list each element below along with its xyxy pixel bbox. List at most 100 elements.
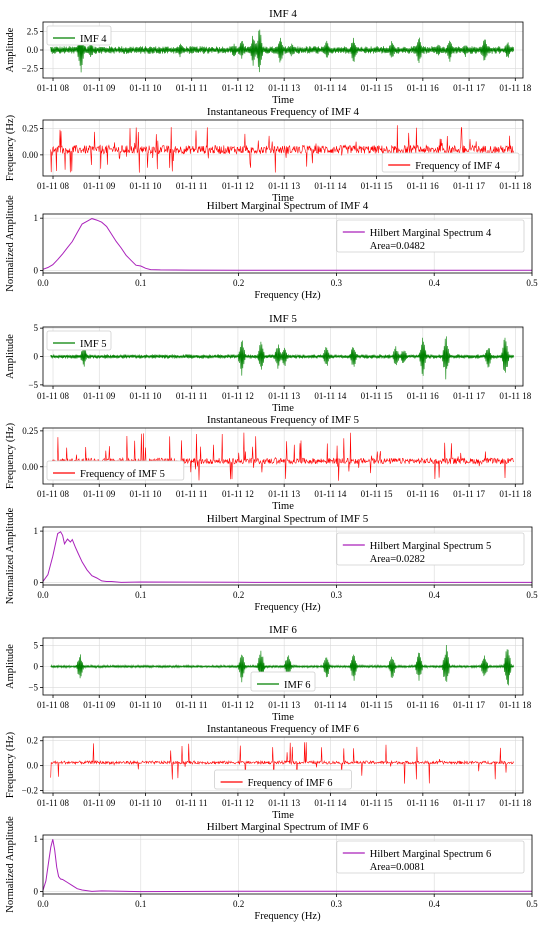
x-tick-label: 01-11 15 <box>361 489 393 499</box>
y-tick-label: 5 <box>34 641 39 651</box>
x-tick-label: 01-11 15 <box>361 700 393 710</box>
series-line <box>50 644 515 686</box>
y-tick-label: 2.5 <box>27 27 39 37</box>
x-tick-label: 0.0 <box>37 278 49 288</box>
x-tick-label: 01-11 09 <box>83 489 115 499</box>
y-tick-label: 0.0 <box>27 761 39 771</box>
y-tick-label: 0 <box>34 662 39 672</box>
x-tick-label: 01-11 14 <box>314 700 346 710</box>
series-line <box>42 839 532 893</box>
x-axis-label: Frequency (Hz) <box>254 911 321 922</box>
y-tick-label: −0.2 <box>22 786 38 796</box>
x-tick-label: 0.4 <box>429 590 441 600</box>
x-tick-label: 01-11 09 <box>83 391 115 401</box>
x-tick-label: 01-11 14 <box>314 391 346 401</box>
x-tick-label: 01-11 08 <box>37 83 69 93</box>
x-tick-label: 01-11 11 <box>176 798 208 808</box>
legend: Frequency of IMF 4 <box>381 152 520 173</box>
series-line <box>50 336 515 380</box>
legend: Frequency of IMF 5 <box>46 460 185 481</box>
series-line <box>50 742 515 784</box>
x-tick-label: 01-11 13 <box>268 489 300 499</box>
x-tick-label: 01-11 12 <box>222 391 254 401</box>
y-axis-label: Frequency (Hz) <box>5 114 16 181</box>
subplot-5: 01-11 08 01-11 09 01-11 10 01-11 11 01-11 12… <box>5 414 532 512</box>
x-tick-label: 0.5 <box>526 590 538 600</box>
x-tick-label: 01-11 15 <box>361 391 393 401</box>
series-line <box>42 218 532 271</box>
x-tick-label: 01-11 13 <box>268 700 300 710</box>
plot-frame <box>42 834 533 895</box>
y-axis-label: Amplitude <box>5 644 16 689</box>
x-tick-label: 01-11 13 <box>268 391 300 401</box>
series-line <box>42 531 532 583</box>
subplot-4: 01-11 08 01-11 09 01-11 10 01-11 11 01-11 12… <box>5 313 532 414</box>
x-tick-label: 01-11 18 <box>499 181 531 191</box>
plot-title: Hilbert Marginal Spectrum of IMF 6 <box>207 821 369 833</box>
x-tick-label: 01-11 12 <box>222 798 254 808</box>
legend-label: Hilbert Marginal Spectrum 6 <box>370 849 491 860</box>
x-tick-label: 01-11 09 <box>83 798 115 808</box>
x-tick-label: 01-11 08 <box>37 700 69 710</box>
x-tick-label: 01-11 16 <box>407 489 439 499</box>
x-tick-label: 01-11 09 <box>83 181 115 191</box>
x-tick-label: 0.2 <box>233 899 244 909</box>
legend-label: Frequency of IMF 6 <box>248 778 333 789</box>
x-tick-label: 01-11 18 <box>499 489 531 499</box>
legend-label: Hilbert Marginal Spectrum 5 <box>370 541 491 552</box>
plot-title: Hilbert Marginal Spectrum of IMF 4 <box>207 200 369 212</box>
plot-title: IMF 4 <box>269 8 297 20</box>
x-tick-label: 01-11 11 <box>176 489 208 499</box>
x-axis-label: Time <box>272 810 294 821</box>
legend-area-label: Area=0.0081 <box>370 862 425 873</box>
x-tick-label: 01-11 08 <box>37 391 69 401</box>
subplot-8: 01-11 08 01-11 09 01-11 10 01-11 11 01-11 12… <box>5 723 532 821</box>
legend-box <box>381 152 520 173</box>
x-axis-label: Time <box>272 501 294 512</box>
y-axis-label: Normalized Amplitude <box>5 816 16 913</box>
x-axis-label: Time <box>272 95 294 106</box>
x-tick-label: 01-11 12 <box>222 489 254 499</box>
series-line <box>50 125 515 173</box>
y-tick-label: 0.25 <box>22 123 38 133</box>
x-tick-label: 01-11 18 <box>499 391 531 401</box>
x-tick-label: 01-11 17 <box>453 700 485 710</box>
legend-box <box>336 219 525 253</box>
legend-label: IMF 4 <box>80 34 107 45</box>
x-tick-label: 01-11 14 <box>314 798 346 808</box>
y-tick-label: −2.5 <box>22 63 39 73</box>
x-tick-label: 01-11 13 <box>268 798 300 808</box>
legend-box <box>250 671 316 692</box>
legend-label: Hilbert Marginal Spectrum 4 <box>370 228 492 239</box>
legend-area-label: Area=0.0282 <box>370 554 425 565</box>
x-tick-label: 01-11 13 <box>268 181 300 191</box>
x-axis-label: Frequency (Hz) <box>254 290 321 301</box>
x-tick-label: 01-11 14 <box>314 181 346 191</box>
y-tick-label: 1 <box>34 213 39 223</box>
x-tick-label: 01-11 09 <box>83 83 115 93</box>
legend: IMF 5 <box>46 330 112 351</box>
legend-box <box>46 25 112 46</box>
x-axis-label: Frequency (Hz) <box>254 602 321 613</box>
x-tick-label: 01-11 08 <box>37 181 69 191</box>
x-tick-label: 01-11 15 <box>361 83 393 93</box>
x-tick-label: 0.2 <box>233 278 244 288</box>
x-tick-label: 01-11 17 <box>453 489 485 499</box>
x-tick-label: 0.3 <box>331 590 343 600</box>
y-tick-label: 0.0 <box>27 45 39 55</box>
y-tick-label: 0.2 <box>27 736 38 746</box>
x-tick-label: 01-11 10 <box>130 83 162 93</box>
legend-box <box>336 532 525 566</box>
plot-title: IMF 6 <box>269 624 297 636</box>
y-tick-label: 0.25 <box>22 426 38 436</box>
x-tick-label: 0.4 <box>429 899 441 909</box>
x-axis-label: Time <box>272 193 294 204</box>
y-tick-label: 0 <box>34 352 39 362</box>
x-tick-label: 01-11 12 <box>222 700 254 710</box>
x-tick-label: 01-11 10 <box>130 391 162 401</box>
x-tick-label: 0.5 <box>526 278 538 288</box>
x-tick-label: 01-11 17 <box>453 391 485 401</box>
x-tick-label: 01-11 08 <box>37 798 69 808</box>
x-axis-label: Time <box>272 403 294 414</box>
x-tick-label: 0.0 <box>37 590 49 600</box>
